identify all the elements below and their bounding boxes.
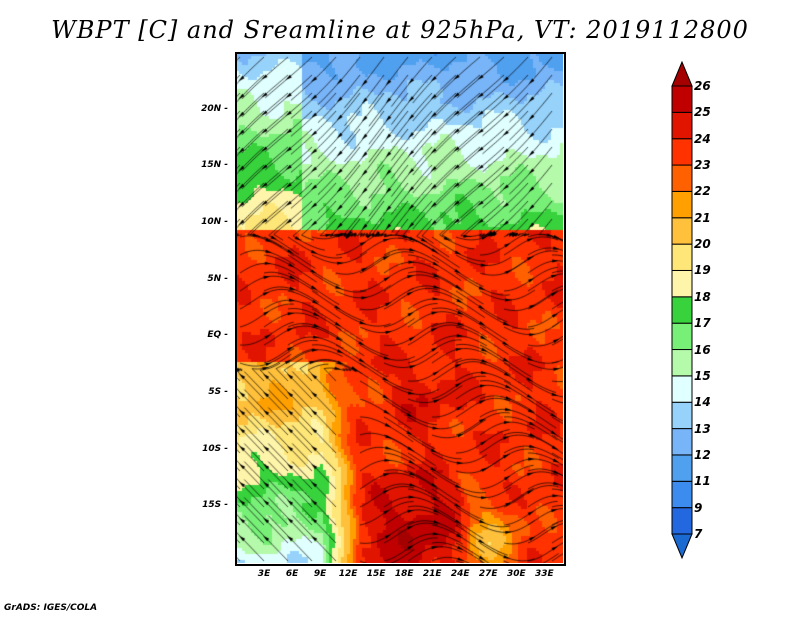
lat-tick-label: 10S - [202, 443, 228, 454]
colorbar-label: 22 [694, 184, 711, 199]
colorbar-swatch [671, 111, 693, 140]
colorbar-min-arrow [671, 533, 693, 560]
lon-tick-label: 27E [478, 569, 498, 579]
colorbar-swatch [671, 507, 693, 535]
lat-tick-label: 15N - [201, 160, 228, 171]
lon-tick-label: 33E [534, 569, 554, 579]
colorbar-label: 23 [694, 158, 711, 173]
lon-tick-label: 6E [285, 569, 299, 579]
wbpt-streamline-map [236, 53, 563, 563]
lon-tick-label: 3E [257, 569, 271, 579]
colorbar-swatch [671, 190, 693, 219]
colorbar-swatch [671, 296, 693, 324]
colorbar-swatch [671, 375, 693, 403]
colorbar-swatch [671, 401, 693, 430]
colorbar-swatch [671, 138, 693, 166]
lon-tick-label: 15E [366, 569, 386, 579]
colorbar-swatch [671, 269, 693, 298]
colorbar-max-arrow [671, 60, 693, 87]
colorbar-swatch [671, 217, 693, 245]
footer-credit: GrADS: IGES/COLA [4, 603, 98, 613]
colorbar-label: 18 [694, 289, 711, 304]
colorbar-label: 13 [694, 421, 711, 436]
colorbar-label: 15 [694, 368, 711, 383]
colorbar-swatch [671, 243, 693, 271]
colorbar-label: 7 [694, 527, 703, 541]
lat-tick-label: 20N - [201, 103, 228, 114]
lon-tick-label: 18E [394, 569, 414, 579]
colorbar-label: 26 [694, 79, 711, 93]
colorbar-swatch [671, 428, 693, 456]
colorbar-label: 14 [694, 395, 711, 410]
lon-tick-label: 24E [450, 569, 470, 579]
colorbar-label: 16 [694, 342, 711, 357]
lat-tick-label: 15S - [202, 500, 228, 511]
lat-tick-label: 5N - [207, 273, 228, 284]
lon-tick-label: 30E [506, 569, 526, 579]
colorbar-swatch [671, 480, 693, 509]
lat-tick-label: EQ - [207, 330, 228, 341]
lat-tick-label: 10N - [201, 217, 228, 227]
lon-tick-label: 21E [422, 569, 442, 579]
colorbar-swatch [671, 349, 693, 377]
colorbar-label: 9 [694, 500, 703, 515]
colorbar-swatch [671, 85, 693, 113]
lon-tick-label: 9E [313, 569, 327, 579]
colorbar-label: 12 [694, 447, 711, 462]
lon-tick-label: 12E [338, 569, 358, 579]
colorbar-label: 19 [694, 263, 711, 278]
colorbar-swatch [671, 164, 693, 192]
plot-title: WBPT [C] and Sreamline at 925hPa, VT: 20… [51, 16, 749, 44]
colorbar-label: 17 [694, 316, 711, 331]
colorbar-swatch [671, 454, 693, 482]
colorbar-label: 25 [694, 105, 711, 120]
colorbar-label: 24 [694, 131, 711, 146]
lat-tick-label: 5S - [208, 387, 228, 397]
colorbar-swatch [671, 322, 693, 351]
colorbar [671, 60, 693, 560]
colorbar-label: 11 [694, 474, 711, 489]
colorbar-label: 20 [694, 237, 711, 252]
colorbar-label: 21 [694, 210, 711, 225]
